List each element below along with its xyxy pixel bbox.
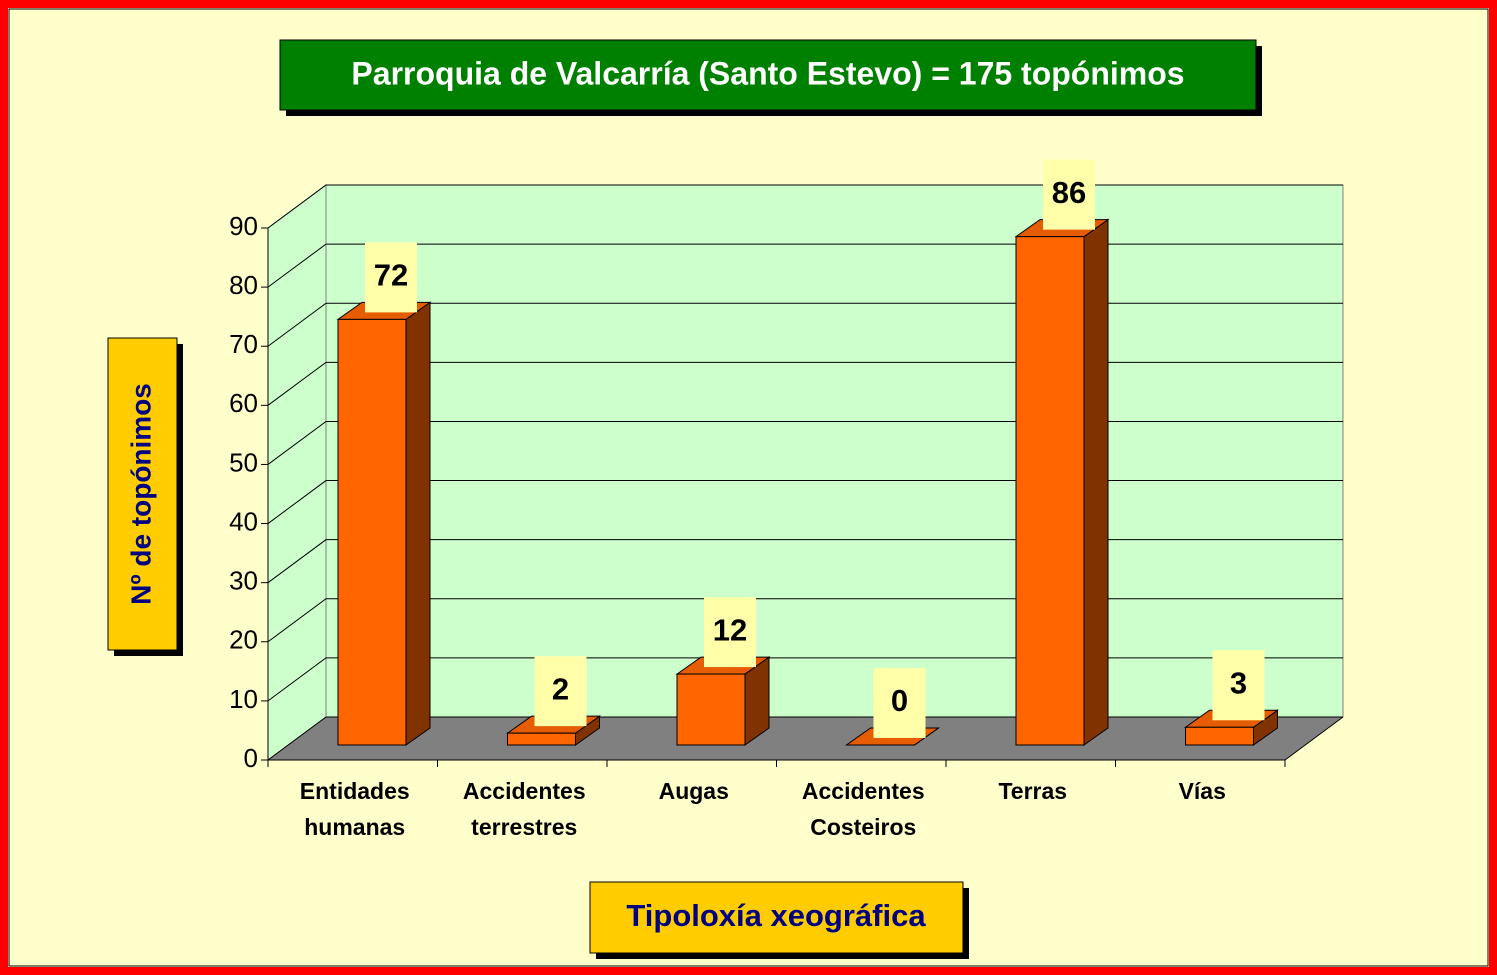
x-tick-label: Vías: [1178, 778, 1226, 804]
grid-line: [267, 420, 1343, 465]
value-label: 0: [891, 683, 908, 718]
bar: [1015, 236, 1085, 746]
value-label-box: [704, 597, 756, 668]
grid-line: [267, 539, 1343, 584]
x-tick-label: Terras: [998, 778, 1068, 804]
value-label: 12: [713, 612, 747, 647]
value-label: 72: [374, 258, 408, 293]
grid-line: [267, 184, 1343, 229]
y-tick-label: 50: [229, 447, 258, 477]
grid-line: [267, 716, 1343, 761]
value-label-box: [365, 242, 417, 313]
grid-line: [267, 361, 1343, 406]
bar: [507, 732, 576, 746]
value-label: 86: [1052, 175, 1086, 210]
bar-side: [405, 301, 431, 746]
grid-line: [267, 302, 1343, 347]
y-tick-label: 30: [229, 566, 258, 596]
grid-line: [267, 598, 1343, 643]
y-tick-label: 10: [229, 684, 258, 714]
grid-line: [267, 480, 1343, 524]
value-label: 2: [552, 671, 569, 706]
title-box: [279, 39, 1257, 111]
grid-line: [267, 657, 1343, 702]
x-tick-label: Entidades humanas: [299, 778, 410, 840]
value-label: 3: [1230, 665, 1247, 700]
chart-title: Parroquia de Valcarría (Santo Estevo) = …: [351, 55, 1184, 91]
y-tick-label: 40: [229, 506, 258, 536]
value-label-box: [1212, 650, 1265, 721]
y-tick-label: 20: [229, 625, 258, 655]
floor-edge: [1284, 716, 1344, 761]
left-wall: [267, 184, 327, 761]
x-tick-label: Augas: [658, 778, 729, 804]
x-axis-title: Tipoloxía xeográfica: [626, 898, 926, 933]
value-label-box: [1043, 159, 1095, 230]
frame: [8, 8, 1489, 967]
y-tick-label: 80: [229, 270, 258, 300]
y-tick-label: 90: [229, 211, 258, 241]
x-tick-label: Accidentes Costeiros: [801, 778, 925, 840]
bar: [337, 318, 407, 746]
y-axis-title: Nº de topónimos: [125, 383, 156, 605]
back-wall: [325, 184, 1344, 718]
y-tick-label: 0: [244, 743, 258, 773]
x-title-box: [589, 881, 964, 954]
y-title-box: [107, 337, 178, 651]
value-label-box: [534, 656, 587, 727]
value-label-box: [873, 668, 926, 738]
grid-line: [267, 243, 1343, 288]
x-tick-label: Accidentes terrestres: [462, 778, 586, 840]
bar: [1185, 726, 1254, 746]
y-tick-label: 70: [229, 329, 258, 359]
y-tick-label: 60: [229, 388, 258, 418]
bar-side: [1083, 218, 1109, 746]
bar: [676, 673, 746, 746]
